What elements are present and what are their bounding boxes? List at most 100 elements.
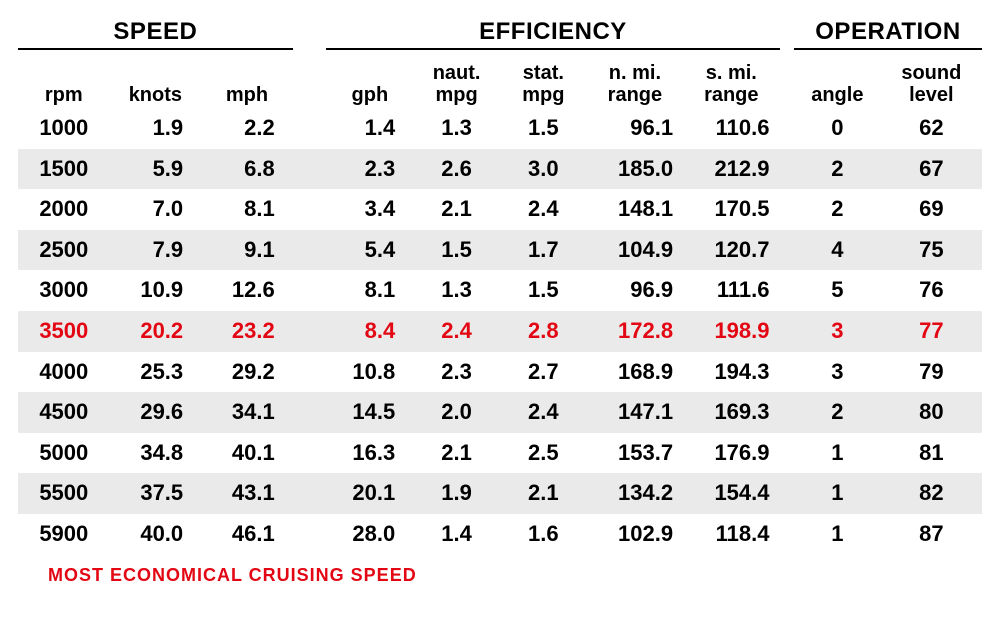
cell-smi-range: 194.3 xyxy=(683,352,779,393)
cell-mph: 6.8 xyxy=(201,149,293,190)
cell-angle: 2 xyxy=(794,189,881,230)
cell-gap xyxy=(293,473,327,514)
cell-smi-range: 120.7 xyxy=(683,230,779,271)
cell-nmi-range: 102.9 xyxy=(587,514,683,555)
cell-gap xyxy=(780,352,794,393)
cell-gap xyxy=(293,311,327,352)
cell-angle: 5 xyxy=(794,270,881,311)
cell-gph: 8.1 xyxy=(326,270,413,311)
cell-gph: 8.4 xyxy=(326,311,413,352)
cell-smi-range: 111.6 xyxy=(683,270,779,311)
cell-nmi-range: 168.9 xyxy=(587,352,683,393)
cell-sound: 77 xyxy=(881,311,982,352)
cell-naut-mpg: 2.0 xyxy=(413,392,500,433)
cell-smi-range: 170.5 xyxy=(683,189,779,230)
cell-nmi-range: 104.9 xyxy=(587,230,683,271)
cell-knots: 10.9 xyxy=(110,270,202,311)
column-header-row: rpm knots mph gph naut.mpg stat.mpg n. m… xyxy=(18,49,982,108)
cell-stat-mpg: 2.5 xyxy=(500,433,587,474)
cell-mph: 8.1 xyxy=(201,189,293,230)
col-angle: angle xyxy=(794,49,881,108)
table-row: 590040.046.128.01.41.6102.9118.4187 xyxy=(18,514,982,555)
performance-table: SPEED EFFICIENCY OPERATION rpm knots mph… xyxy=(18,14,982,555)
cell-rpm: 4000 xyxy=(18,352,110,393)
col-gph: gph xyxy=(326,49,413,108)
cell-knots: 7.9 xyxy=(110,230,202,271)
cell-rpm: 5900 xyxy=(18,514,110,555)
section-gap xyxy=(293,14,327,49)
cell-sound: 80 xyxy=(881,392,982,433)
cell-gap xyxy=(293,108,327,149)
cell-gap xyxy=(293,270,327,311)
cell-angle: 2 xyxy=(794,392,881,433)
cell-naut-mpg: 2.1 xyxy=(413,433,500,474)
cell-stat-mpg: 2.4 xyxy=(500,392,587,433)
table-row: 400025.329.210.82.32.7168.9194.3379 xyxy=(18,352,982,393)
cell-mph: 29.2 xyxy=(201,352,293,393)
cell-knots: 20.2 xyxy=(110,311,202,352)
cell-angle: 1 xyxy=(794,473,881,514)
cell-stat-mpg: 1.7 xyxy=(500,230,587,271)
cell-stat-mpg: 2.8 xyxy=(500,311,587,352)
cell-knots: 1.9 xyxy=(110,108,202,149)
col-gap xyxy=(780,49,794,108)
cell-smi-range: 212.9 xyxy=(683,149,779,190)
cell-knots: 5.9 xyxy=(110,149,202,190)
cell-smi-range: 154.4 xyxy=(683,473,779,514)
cell-sound: 67 xyxy=(881,149,982,190)
col-rpm: rpm xyxy=(18,49,110,108)
footer-note: MOST ECONOMICAL CRUISING SPEED xyxy=(18,555,982,586)
cell-gph: 10.8 xyxy=(326,352,413,393)
cell-smi-range: 169.3 xyxy=(683,392,779,433)
table-row: 550037.543.120.11.92.1134.2154.4182 xyxy=(18,473,982,514)
performance-table-container: SPEED EFFICIENCY OPERATION rpm knots mph… xyxy=(18,14,982,586)
cell-gph: 20.1 xyxy=(326,473,413,514)
cell-rpm: 1000 xyxy=(18,108,110,149)
table-row: 500034.840.116.32.12.5153.7176.9181 xyxy=(18,433,982,474)
cell-sound: 87 xyxy=(881,514,982,555)
cell-smi-range: 118.4 xyxy=(683,514,779,555)
cell-stat-mpg: 2.4 xyxy=(500,189,587,230)
cell-gap xyxy=(293,149,327,190)
cell-angle: 4 xyxy=(794,230,881,271)
cell-knots: 7.0 xyxy=(110,189,202,230)
cell-stat-mpg: 2.1 xyxy=(500,473,587,514)
cell-naut-mpg: 1.3 xyxy=(413,270,500,311)
col-knots: knots xyxy=(110,49,202,108)
table-row: 15005.96.82.32.63.0185.0212.9267 xyxy=(18,149,982,190)
col-smi-range: s. mi.range xyxy=(683,49,779,108)
cell-smi-range: 176.9 xyxy=(683,433,779,474)
cell-smi-range: 198.9 xyxy=(683,311,779,352)
cell-rpm: 1500 xyxy=(18,149,110,190)
cell-angle: 2 xyxy=(794,149,881,190)
table-row: 300010.912.68.11.31.596.9111.6576 xyxy=(18,270,982,311)
cell-naut-mpg: 2.4 xyxy=(413,311,500,352)
cell-nmi-range: 96.1 xyxy=(587,108,683,149)
cell-gph: 16.3 xyxy=(326,433,413,474)
cell-gph: 14.5 xyxy=(326,392,413,433)
cell-gap xyxy=(780,270,794,311)
section-speed: SPEED xyxy=(18,14,293,49)
cell-knots: 34.8 xyxy=(110,433,202,474)
cell-mph: 43.1 xyxy=(201,473,293,514)
cell-sound: 62 xyxy=(881,108,982,149)
cell-nmi-range: 147.1 xyxy=(587,392,683,433)
cell-gap xyxy=(293,230,327,271)
cell-knots: 29.6 xyxy=(110,392,202,433)
cell-mph: 40.1 xyxy=(201,433,293,474)
cell-knots: 25.3 xyxy=(110,352,202,393)
cell-mph: 34.1 xyxy=(201,392,293,433)
cell-nmi-range: 185.0 xyxy=(587,149,683,190)
cell-gph: 3.4 xyxy=(326,189,413,230)
cell-nmi-range: 153.7 xyxy=(587,433,683,474)
cell-knots: 37.5 xyxy=(110,473,202,514)
cell-sound: 79 xyxy=(881,352,982,393)
cell-nmi-range: 96.9 xyxy=(587,270,683,311)
cell-gph: 1.4 xyxy=(326,108,413,149)
cell-naut-mpg: 1.3 xyxy=(413,108,500,149)
cell-rpm: 4500 xyxy=(18,392,110,433)
cell-gap xyxy=(780,392,794,433)
cell-stat-mpg: 3.0 xyxy=(500,149,587,190)
cell-gap xyxy=(780,189,794,230)
section-gap xyxy=(780,14,794,49)
